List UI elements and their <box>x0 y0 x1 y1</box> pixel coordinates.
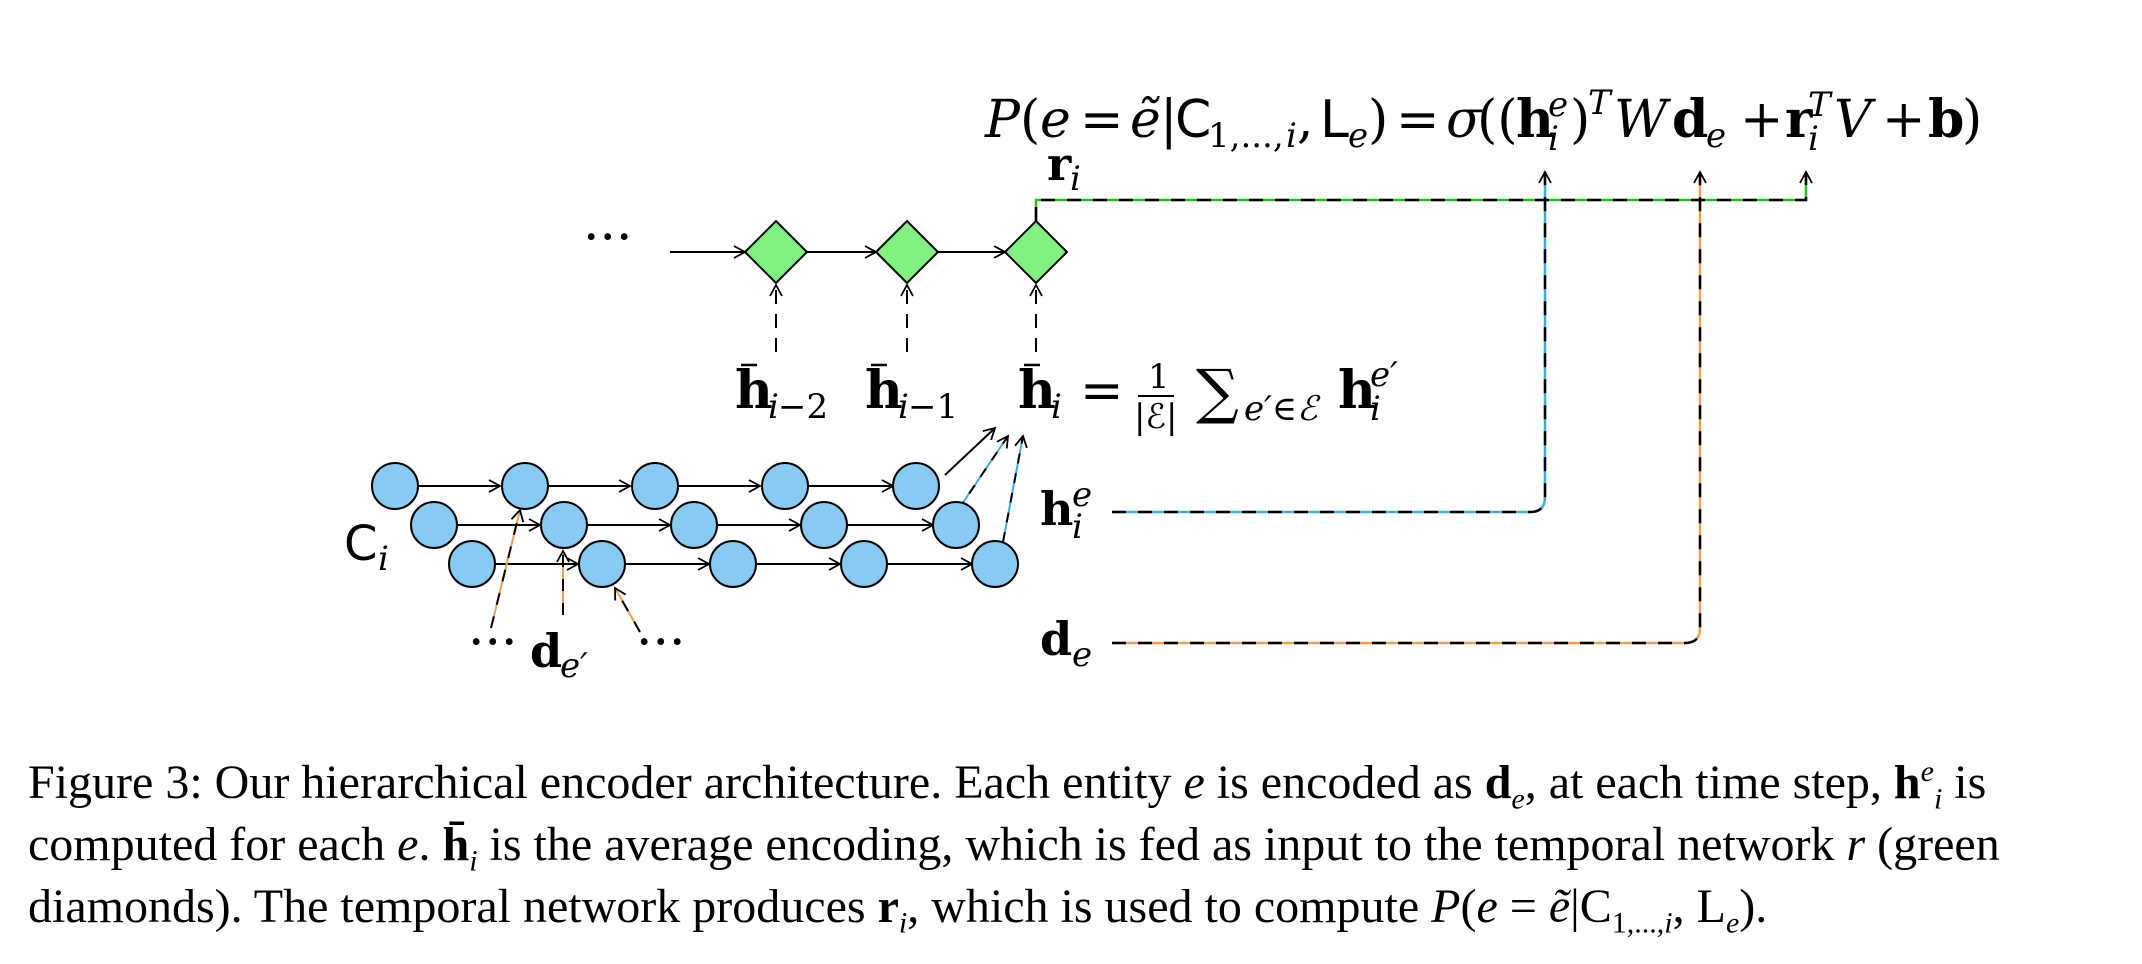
svg-text:σ: σ <box>1446 90 1483 150</box>
diamond-i-1 <box>874 219 940 285</box>
svg-text:i: i <box>378 539 389 579</box>
svg-text:−1: −1 <box>908 387 958 427</box>
svg-text:−2: −2 <box>778 387 828 427</box>
svg-text:+: + <box>1740 90 1784 150</box>
hbar-to-diamond-arrows <box>769 283 1043 352</box>
svg-text:i: i <box>1808 119 1819 159</box>
caption-line-1: Figure 3: Our hierarchical encoder archi… <box>28 755 1987 816</box>
circles-to-hbar-arrows <box>944 426 1028 543</box>
d-e-prime-label: d e′ <box>530 624 588 686</box>
svg-text:e: e <box>1548 85 1568 125</box>
svg-text:C: C <box>1175 90 1211 150</box>
svg-text:e′: e′ <box>1370 355 1398 395</box>
svg-text:e: e <box>1072 635 1092 675</box>
svg-text:∑: ∑ <box>1196 357 1239 427</box>
svg-text:C: C <box>344 516 378 572</box>
svg-text:r: r <box>1047 137 1072 191</box>
svg-text:e′: e′ <box>560 646 588 686</box>
svg-text:d: d <box>1672 89 1708 150</box>
probability-equation: P ( e = ẽ | C 1,..., i , L e ) = σ (( h e… <box>984 83 1982 159</box>
architecture-diagram: P ( e = ẽ | C 1,..., i , L e ) = σ (( h e… <box>344 83 1982 686</box>
svg-text:=: = <box>1080 90 1124 150</box>
svg-text:|ℰ|: |ℰ| <box>1134 397 1178 437</box>
svg-text:P: P <box>984 90 1021 150</box>
svg-text:i: i <box>1370 389 1381 429</box>
input-arrows <box>490 508 641 633</box>
leading-ellipsis: ··· <box>583 208 633 268</box>
svg-text:=: = <box>1080 361 1124 421</box>
svg-text:i: i <box>1286 116 1297 156</box>
svg-text:(: ( <box>1020 90 1040 150</box>
svg-text:): ) <box>1962 90 1982 150</box>
hbar-i: h <box>1018 360 1056 421</box>
svg-text:e: e <box>1348 116 1368 156</box>
h-i-e-path <box>1112 170 1552 514</box>
hbar-labels: h i −2 h i −1 h i = 1 |ℰ| ∑ e′∈ℰ h e′ i <box>735 355 1398 437</box>
svg-text:h: h <box>1516 89 1554 150</box>
r-i-path <box>1034 170 1813 221</box>
svg-text:e: e <box>1072 475 1092 515</box>
diamond-i-2 <box>743 219 809 285</box>
bottom-ellipsis-right: ··· <box>636 613 686 673</box>
bottom-ellipsis-left: ··· <box>468 613 518 673</box>
figure-caption: Figure 3: Our hierarchical encoder archi… <box>28 752 2118 938</box>
svg-text:,: , <box>1297 90 1314 150</box>
svg-text:d: d <box>530 624 562 678</box>
svg-text:i: i <box>1070 159 1081 199</box>
caption-line-2: computed for each e. h̄i is the average … <box>28 818 2000 878</box>
c-i-label: C i <box>344 516 389 579</box>
chain-row-1 <box>371 462 940 510</box>
chain-row-3 <box>448 540 1019 588</box>
svg-text:i: i <box>768 387 779 427</box>
diamond-i <box>1003 219 1069 285</box>
svg-text:r: r <box>1785 89 1813 150</box>
svg-text:b: b <box>1928 89 1964 150</box>
svg-text:i: i <box>1548 119 1559 159</box>
svg-text:e′∈ℰ: e′∈ℰ <box>1244 389 1321 429</box>
d-e-path <box>1112 170 1707 645</box>
svg-text:i: i <box>1072 507 1083 547</box>
svg-text:h: h <box>1040 482 1073 536</box>
svg-text:L: L <box>1320 90 1349 150</box>
hbar-i-1: h <box>865 360 903 421</box>
d-e-label: d e <box>1040 612 1092 675</box>
svg-text:i: i <box>1051 387 1062 427</box>
svg-text:i: i <box>898 387 909 427</box>
svg-text:T: T <box>1808 85 1833 125</box>
svg-text:d: d <box>1040 612 1072 666</box>
svg-text:W: W <box>1614 90 1671 150</box>
svg-text:e: e <box>1706 116 1726 156</box>
svg-text:1: 1 <box>1148 357 1170 397</box>
svg-text:((: (( <box>1477 90 1518 150</box>
temporal-network-diamonds <box>743 219 1069 285</box>
hbar-i-2: h <box>735 360 773 421</box>
chain-row-2 <box>410 501 980 549</box>
svg-text:|: | <box>1160 90 1178 150</box>
svg-text:=: = <box>1396 90 1440 150</box>
svg-text:T: T <box>1588 83 1613 123</box>
caption-line-3: diamonds). The temporal network produces… <box>28 880 1768 940</box>
entity-rnn-chains <box>371 462 1019 588</box>
svg-text:ẽ: ẽ <box>1130 90 1161 150</box>
svg-text:V: V <box>1834 90 1876 150</box>
svg-text:): ) <box>1570 90 1590 150</box>
svg-text:e: e <box>1040 90 1071 150</box>
svg-text:1,...,: 1,..., <box>1208 116 1284 156</box>
svg-text:+: + <box>1882 90 1926 150</box>
h-i-e-label: h e i <box>1040 475 1092 547</box>
r-i-label: r i <box>1047 137 1081 199</box>
svg-text:): ) <box>1368 90 1388 150</box>
svg-text:h: h <box>1338 360 1376 421</box>
